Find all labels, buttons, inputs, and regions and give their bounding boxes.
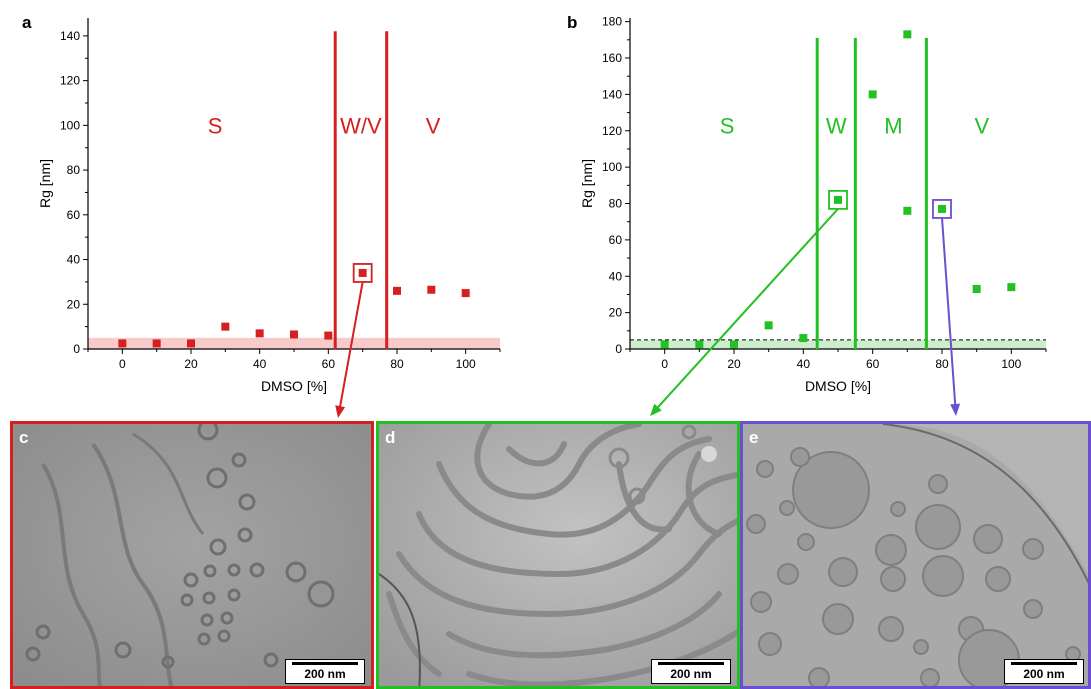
data-point bbox=[462, 289, 470, 297]
x-tick-label: 60 bbox=[866, 357, 880, 371]
y-tick-label: 60 bbox=[67, 208, 81, 222]
micrograph-d-image bbox=[379, 424, 740, 689]
scale-bar-c-line bbox=[292, 662, 358, 665]
callout-arrow bbox=[942, 218, 955, 406]
x-tick-label: 60 bbox=[322, 357, 336, 371]
data-point bbox=[118, 339, 126, 347]
data-point bbox=[903, 207, 911, 215]
y-tick-label: 120 bbox=[602, 124, 622, 138]
y-tick-label: 40 bbox=[609, 269, 623, 283]
y-tick-label: 20 bbox=[67, 297, 81, 311]
y-tick-label: 80 bbox=[609, 197, 623, 211]
x-tick-label: 80 bbox=[390, 357, 404, 371]
x-tick-label: 20 bbox=[184, 357, 198, 371]
y-tick-label: 160 bbox=[602, 51, 622, 65]
x-tick-label: 0 bbox=[661, 357, 668, 371]
data-point bbox=[661, 340, 669, 348]
y-tick-label: 0 bbox=[615, 342, 622, 356]
data-point bbox=[359, 269, 367, 277]
callout-arrowhead bbox=[950, 404, 960, 416]
micrograph-c: c 200 nm bbox=[10, 421, 374, 689]
y-tick-label: 100 bbox=[60, 118, 80, 132]
panel-letter-a: a bbox=[22, 13, 32, 32]
scale-bar-d-line bbox=[658, 662, 724, 665]
x-tick-label: 40 bbox=[797, 357, 811, 371]
data-point bbox=[938, 205, 946, 213]
x-tick-label: 0 bbox=[119, 357, 126, 371]
panel-e-letter: e bbox=[749, 428, 758, 448]
panel-d-letter: d bbox=[385, 428, 395, 448]
callout-arrowhead bbox=[335, 405, 345, 418]
y-tick-label: 140 bbox=[602, 87, 622, 101]
y-tick-label: 60 bbox=[609, 233, 623, 247]
scale-bar-d-label: 200 nm bbox=[658, 667, 724, 681]
micrograph-e-image bbox=[743, 424, 1091, 689]
y-tick-label: 120 bbox=[60, 74, 80, 88]
y-tick-label: 0 bbox=[73, 342, 80, 356]
region-label-w: W bbox=[826, 114, 847, 139]
data-point bbox=[324, 332, 332, 340]
scale-bar-e-label: 200 nm bbox=[1011, 667, 1077, 681]
data-point bbox=[834, 196, 842, 204]
scale-bar-c-label: 200 nm bbox=[292, 667, 358, 681]
micrograph-e: e 200 nm bbox=[740, 421, 1091, 689]
scale-bar-e: 200 nm bbox=[1004, 659, 1084, 684]
data-point bbox=[869, 90, 877, 98]
region-label-s: S bbox=[208, 114, 223, 139]
y-axis-label: Rg [nm] bbox=[37, 159, 53, 208]
region-label-m: M bbox=[884, 114, 902, 139]
chart-a: a 0 20 40 60 80 100 0 20 40 60 80 100 120 140 DMSO [%] R… bbox=[22, 13, 500, 418]
y-axis-label: Rg [nm] bbox=[579, 159, 595, 208]
region-label-w-v: W/V bbox=[340, 114, 382, 139]
y-tick-label: 180 bbox=[602, 15, 622, 29]
data-point bbox=[799, 334, 807, 342]
data-point bbox=[187, 339, 195, 347]
chart-b: b 0 20 40 60 80 100 0 20 40 60 80 100 120 140 160 180 DMS… bbox=[567, 13, 1046, 416]
data-point bbox=[973, 285, 981, 293]
data-point bbox=[765, 321, 773, 329]
x-tick-label: 20 bbox=[727, 357, 741, 371]
region-label-s: S bbox=[720, 114, 735, 139]
data-point bbox=[730, 340, 738, 348]
x-tick-label: 80 bbox=[935, 357, 949, 371]
region-label-v: V bbox=[975, 114, 990, 139]
y-tick-label: 80 bbox=[67, 163, 81, 177]
data-point bbox=[221, 323, 229, 331]
data-point bbox=[695, 340, 703, 348]
threshold-band bbox=[630, 340, 1046, 349]
y-tick-label: 20 bbox=[609, 306, 623, 320]
scale-bar-d: 200 nm bbox=[651, 659, 731, 684]
scale-bar-e-line bbox=[1011, 662, 1077, 665]
panel-c-letter: c bbox=[19, 428, 28, 448]
data-point bbox=[256, 329, 264, 337]
x-axis-label: DMSO [%] bbox=[261, 378, 327, 394]
scale-bar-c: 200 nm bbox=[285, 659, 365, 684]
panel-letter-b: b bbox=[567, 13, 577, 32]
data-point bbox=[903, 30, 911, 38]
threshold-band bbox=[88, 338, 500, 349]
y-tick-label: 140 bbox=[60, 29, 80, 43]
micrograph-c-image bbox=[13, 424, 374, 689]
x-tick-label: 100 bbox=[1001, 357, 1021, 371]
y-tick-label: 100 bbox=[602, 160, 622, 174]
data-point bbox=[393, 287, 401, 295]
x-axis-label: DMSO [%] bbox=[805, 378, 871, 394]
y-tick-label: 40 bbox=[67, 253, 81, 267]
charts-canvas: a 0 20 40 60 80 100 0 20 40 60 80 100 120 140 DMSO [%] R… bbox=[0, 0, 1091, 420]
x-tick-label: 40 bbox=[253, 357, 267, 371]
data-point bbox=[427, 286, 435, 294]
data-point bbox=[153, 339, 161, 347]
data-point bbox=[290, 330, 298, 338]
data-point bbox=[1007, 283, 1015, 291]
micrograph-d: d 200 nm bbox=[376, 421, 740, 689]
region-label-v: V bbox=[426, 114, 441, 139]
x-tick-label: 100 bbox=[456, 357, 476, 371]
